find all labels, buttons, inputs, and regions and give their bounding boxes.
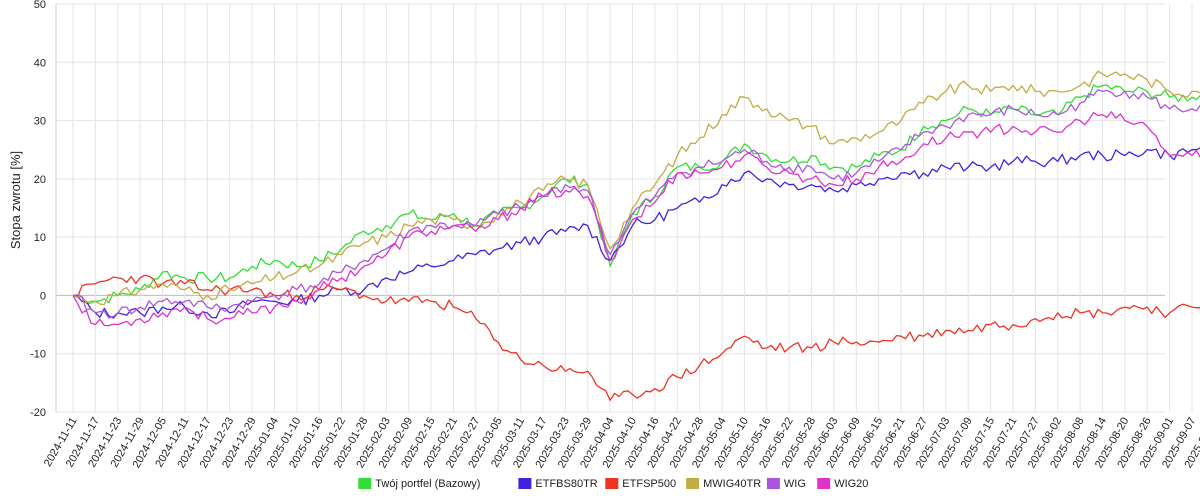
legend-swatch bbox=[358, 478, 372, 489]
legend-label[interactable]: MWIG40TR bbox=[703, 478, 761, 490]
y-tick-label: 20 bbox=[34, 174, 46, 186]
legend-swatch bbox=[605, 478, 619, 489]
y-tick-label: 40 bbox=[34, 57, 46, 69]
legend-label[interactable]: WIG20 bbox=[834, 478, 868, 490]
y-tick-label: 0 bbox=[40, 290, 46, 302]
series-line bbox=[72, 147, 1200, 319]
y-tick-labels: -20 -10 0 10 20 30 40 50 bbox=[30, 0, 46, 419]
legend-swatch bbox=[766, 478, 780, 489]
legend-label[interactable]: WIG bbox=[784, 478, 806, 490]
y-tick-label: 10 bbox=[34, 232, 46, 244]
y-tick-label: 30 bbox=[34, 116, 46, 128]
legend-swatch bbox=[817, 478, 831, 489]
y-tick-label: 50 bbox=[34, 0, 46, 11]
y-tick-label: -10 bbox=[30, 349, 46, 361]
series-lines bbox=[72, 70, 1200, 401]
legend: Twój portfel (Bazowy) ETFBS80TR ETFSP500 MW… bbox=[358, 478, 868, 490]
series-line bbox=[72, 89, 1200, 319]
legend-swatch bbox=[686, 478, 700, 489]
legend-label[interactable]: ETFBS80TR bbox=[535, 478, 597, 490]
legend-label[interactable]: ETFSP500 bbox=[622, 478, 676, 490]
series-line bbox=[72, 84, 1200, 305]
y-tick-label: -20 bbox=[30, 407, 46, 419]
y-axis-label: Stopa zwrotu [%] bbox=[8, 151, 23, 249]
series-line bbox=[72, 274, 1200, 401]
series-line bbox=[72, 111, 1200, 327]
x-tick-labels: 2024-11-112024-11-172024-11-232024-11-29… bbox=[42, 416, 1200, 471]
series-line bbox=[72, 70, 1200, 306]
grid bbox=[55, 3, 1193, 413]
legend-label[interactable]: Twój portfel (Bazowy) bbox=[375, 478, 480, 490]
legend-swatch bbox=[518, 478, 532, 489]
